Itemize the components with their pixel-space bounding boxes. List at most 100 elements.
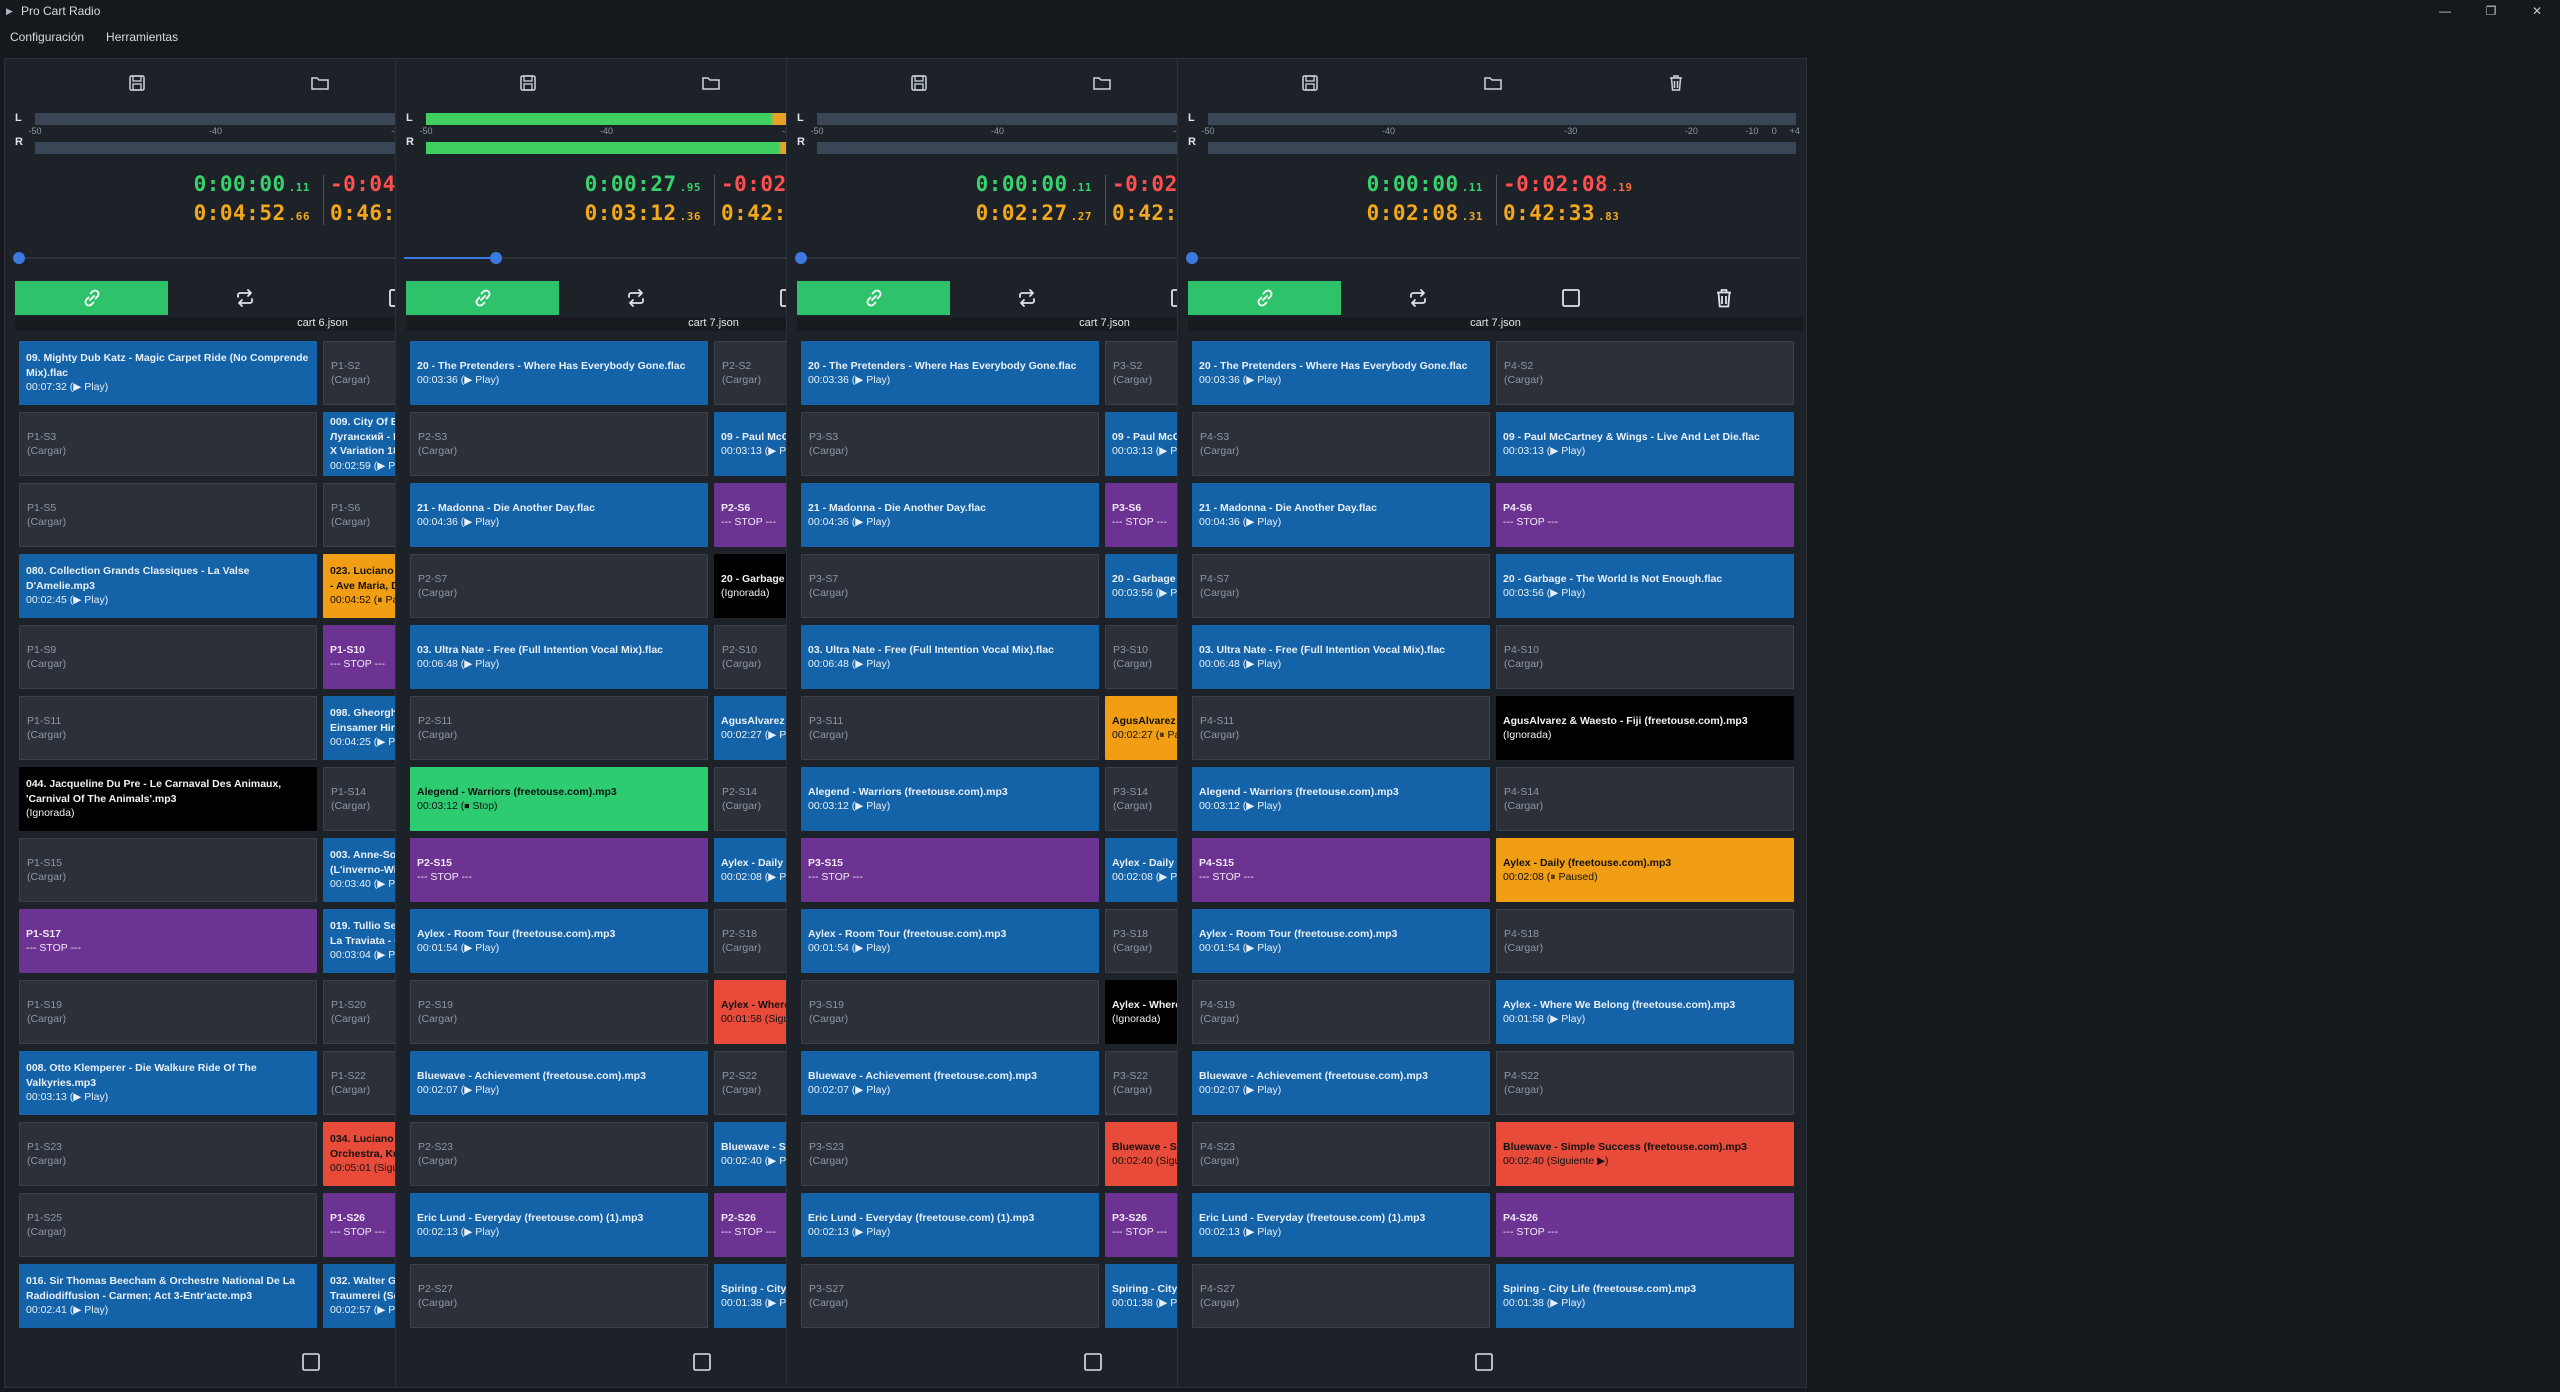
seek-handle[interactable]: [1186, 252, 1198, 264]
cart-slot[interactable]: Alegend - Warriors (freetouse.com).mp3 00…: [410, 767, 708, 831]
clear-button[interactable]: [1647, 281, 1800, 315]
cart-slot[interactable]: 03. Ultra Nate - Free (Full Intention Vo…: [801, 625, 1099, 689]
menu-configuracion[interactable]: Configuración: [10, 30, 85, 44]
cart-slot[interactable]: P4-S14 (Cargar): [1496, 767, 1794, 831]
cart-slot[interactable]: P2-S11 (Cargar): [410, 696, 708, 760]
cart-slot[interactable]: 044. Jacqueline Du Pre - Le Carnaval Des…: [19, 767, 317, 831]
cart-slot[interactable]: P4-S2 (Cargar): [1496, 341, 1794, 405]
open-folder-icon[interactable]: [1088, 69, 1116, 97]
link-button[interactable]: [406, 281, 559, 315]
cart-slot[interactable]: P4-S26 --- STOP ---: [1496, 1193, 1794, 1257]
cart-slot[interactable]: Aylex - Daily (freetouse.com).mp3 00:02:0…: [1496, 838, 1794, 902]
cart-slot[interactable]: P1-S3 (Cargar): [19, 412, 317, 476]
close-button[interactable]: ✕: [2531, 4, 2543, 18]
cart-slot[interactable]: P1-S17 --- STOP ---: [19, 909, 317, 973]
loop-button[interactable]: [950, 281, 1103, 315]
cart-slot[interactable]: P4-S3 (Cargar): [1192, 412, 1490, 476]
cart-slot[interactable]: P3-S27 (Cargar): [801, 1264, 1099, 1328]
cart-slot[interactable]: 09 - Paul McCartney & Wings - Live And L…: [1496, 412, 1794, 476]
cart-slot[interactable]: P2-S19 (Cargar): [410, 980, 708, 1044]
delete-cart-icon[interactable]: [1662, 69, 1690, 97]
open-folder-icon[interactable]: [1479, 69, 1507, 97]
cart-slot[interactable]: P4-S11 (Cargar): [1192, 696, 1490, 760]
cart-slot[interactable]: P2-S7 (Cargar): [410, 554, 708, 618]
cart-slot[interactable]: P4-S19 (Cargar): [1192, 980, 1490, 1044]
cart-slot[interactable]: P3-S23 (Cargar): [801, 1122, 1099, 1186]
cart-slot[interactable]: Eric Lund - Everyday (freetouse.com) (1)…: [1192, 1193, 1490, 1257]
loop-button[interactable]: [559, 281, 712, 315]
cart-slot[interactable]: 20 - The Pretenders - Where Has Everybod…: [1192, 341, 1490, 405]
cart-slot[interactable]: Bluewave - Achievement (freetouse.com).m…: [1192, 1051, 1490, 1115]
maximize-button[interactable]: ❐: [2485, 4, 2497, 18]
cart-slot[interactable]: 080. Collection Grands Classiques - La V…: [19, 554, 317, 618]
cart-slot[interactable]: P4-S23 (Cargar): [1192, 1122, 1490, 1186]
cart-slot[interactable]: 21 - Madonna - Die Another Day.flac 00:04…: [801, 483, 1099, 547]
seek-slider[interactable]: [1186, 252, 1801, 264]
cart-slot[interactable]: Bluewave - Simple Success (freetouse.com…: [1496, 1122, 1794, 1186]
cart-slot[interactable]: P4-S6 --- STOP ---: [1496, 483, 1794, 547]
cart-slot[interactable]: 008. Otto Klemperer - Die Walkure Ride O…: [19, 1051, 317, 1115]
cart-slot[interactable]: Eric Lund - Everyday (freetouse.com) (1)…: [410, 1193, 708, 1257]
cart-slot[interactable]: Eric Lund - Everyday (freetouse.com) (1)…: [801, 1193, 1099, 1257]
link-button[interactable]: [797, 281, 950, 315]
seek-handle[interactable]: [13, 252, 25, 264]
cart-slot[interactable]: P1-S15 (Cargar): [19, 838, 317, 902]
cart-slot[interactable]: AgusAlvarez & Waesto - Fiji (freetouse.c…: [1496, 696, 1794, 760]
open-folder-icon[interactable]: [306, 69, 334, 97]
cart-slot[interactable]: 21 - Madonna - Die Another Day.flac 00:04…: [410, 483, 708, 547]
cart-slot[interactable]: P4-S18 (Cargar): [1496, 909, 1794, 973]
seek-handle[interactable]: [490, 252, 503, 264]
open-folder-icon[interactable]: [697, 69, 725, 97]
link-button[interactable]: [15, 281, 168, 315]
cart-slot[interactable]: P2-S15 --- STOP ---: [410, 838, 708, 902]
cart-slot[interactable]: Aylex - Where We Belong (freetouse.com).…: [1496, 980, 1794, 1044]
cart-slot[interactable]: P1-S11 (Cargar): [19, 696, 317, 760]
cart-slot[interactable]: Spiring - City Life (freetouse.com).mp3 0…: [1496, 1264, 1794, 1328]
cart-slot[interactable]: P4-S7 (Cargar): [1192, 554, 1490, 618]
cart-slot[interactable]: 03. Ultra Nate - Free (Full Intention Vo…: [410, 625, 708, 689]
minimize-button[interactable]: —: [2439, 4, 2451, 18]
cart-slot[interactable]: 03. Ultra Nate - Free (Full Intention Vo…: [1192, 625, 1490, 689]
menu-herramientas[interactable]: Herramientas: [106, 30, 179, 44]
cart-slot[interactable]: P2-S23 (Cargar): [410, 1122, 708, 1186]
cart-slot[interactable]: 20 - Garbage - The World Is Not Enough.f…: [1496, 554, 1794, 618]
cart-slot[interactable]: 20 - The Pretenders - Where Has Everybod…: [801, 341, 1099, 405]
cart-slot[interactable]: P4-S10 (Cargar): [1496, 625, 1794, 689]
panel-checkbox[interactable]: [301, 1352, 321, 1372]
cart-slot[interactable]: Alegend - Warriors (freetouse.com).mp3 00…: [801, 767, 1099, 831]
cart-slot[interactable]: Bluewave - Achievement (freetouse.com).m…: [410, 1051, 708, 1115]
cart-slot[interactable]: P1-S19 (Cargar): [19, 980, 317, 1044]
cart-slot[interactable]: P3-S15 --- STOP ---: [801, 838, 1099, 902]
seek-handle[interactable]: [795, 252, 807, 264]
cart-slot[interactable]: P4-S15 --- STOP ---: [1192, 838, 1490, 902]
cart-slot[interactable]: 09. Mighty Dub Katz - Magic Carpet Ride …: [19, 341, 317, 405]
cart-slot[interactable]: P1-S23 (Cargar): [19, 1122, 317, 1186]
loop-button[interactable]: [1341, 281, 1494, 315]
loop-button[interactable]: [168, 281, 321, 315]
seek-slider[interactable]: [795, 252, 1410, 264]
link-button[interactable]: [1188, 281, 1341, 315]
cart-slot[interactable]: Aylex - Room Tour (freetouse.com).mp3 00:…: [801, 909, 1099, 973]
save-icon[interactable]: [123, 69, 151, 97]
cart-slot[interactable]: Aylex - Room Tour (freetouse.com).mp3 00:…: [410, 909, 708, 973]
cart-slot[interactable]: P4-S27 (Cargar): [1192, 1264, 1490, 1328]
cart-slot[interactable]: P3-S19 (Cargar): [801, 980, 1099, 1044]
cart-slot[interactable]: Alegend - Warriors (freetouse.com).mp3 00…: [1192, 767, 1490, 831]
cart-slot[interactable]: P1-S5 (Cargar): [19, 483, 317, 547]
panel-checkbox[interactable]: [692, 1352, 712, 1372]
cart-slot[interactable]: 016. Sir Thomas Beecham & Orchestre Nati…: [19, 1264, 317, 1328]
cart-slot[interactable]: 20 - The Pretenders - Where Has Everybod…: [410, 341, 708, 405]
cart-slot[interactable]: P3-S3 (Cargar): [801, 412, 1099, 476]
cart-slot[interactable]: 21 - Madonna - Die Another Day.flac 00:04…: [1192, 483, 1490, 547]
cart-slot[interactable]: P1-S9 (Cargar): [19, 625, 317, 689]
save-icon[interactable]: [514, 69, 542, 97]
seek-slider[interactable]: [13, 252, 628, 264]
cart-slot[interactable]: P1-S25 (Cargar): [19, 1193, 317, 1257]
seek-slider[interactable]: [404, 252, 1019, 264]
save-icon[interactable]: [1296, 69, 1324, 97]
panel-checkbox[interactable]: [1474, 1352, 1494, 1372]
cart-slot[interactable]: P3-S7 (Cargar): [801, 554, 1099, 618]
panel-checkbox[interactable]: [1083, 1352, 1103, 1372]
save-icon[interactable]: [905, 69, 933, 97]
cart-slot[interactable]: Bluewave - Achievement (freetouse.com).m…: [801, 1051, 1099, 1115]
